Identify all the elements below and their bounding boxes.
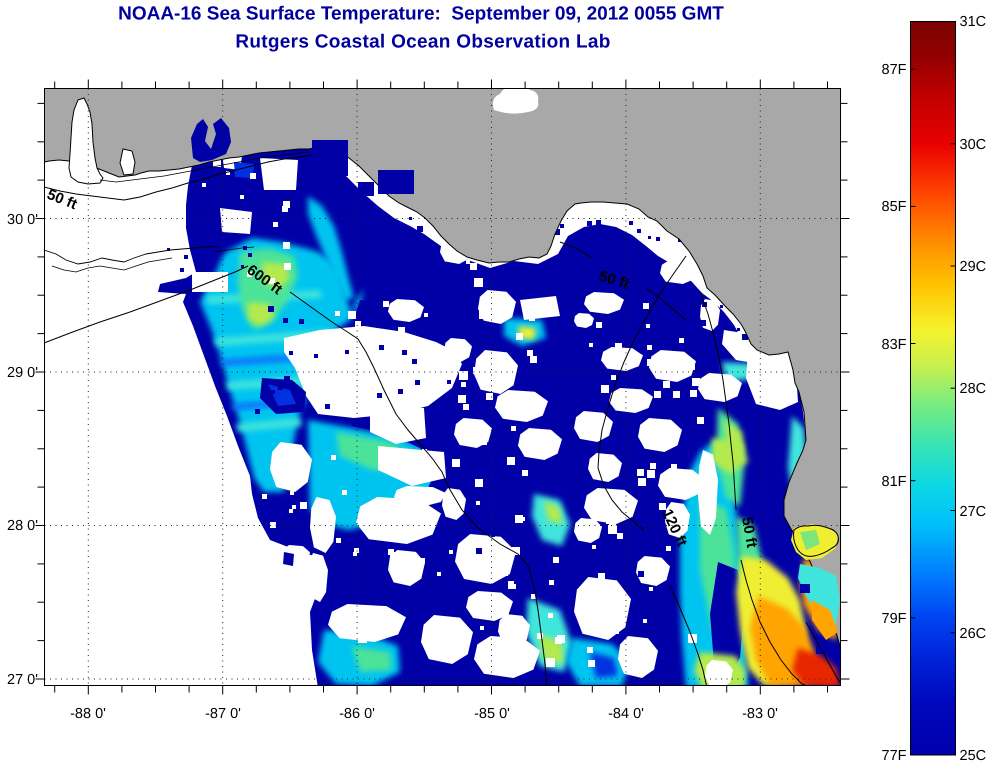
svg-text:77F: 77F (882, 748, 907, 764)
svg-text:83F: 83F (882, 337, 907, 353)
svg-text:-85 0': -85 0' (474, 706, 510, 722)
svg-text:28 0': 28 0' (7, 518, 38, 534)
svg-text:-87 0': -87 0' (205, 706, 241, 722)
svg-text:29 0': 29 0' (7, 365, 38, 381)
svg-text:25C: 25C (960, 748, 987, 764)
svg-text:85F: 85F (882, 199, 907, 215)
svg-text:-88 0': -88 0' (70, 706, 106, 722)
svg-text:29C: 29C (960, 259, 987, 275)
svg-text:Rutgers Coastal Ocean Observat: Rutgers Coastal Ocean Observation Lab (235, 32, 610, 53)
svg-text:81F: 81F (882, 474, 907, 490)
svg-text:31C: 31C (960, 14, 987, 30)
svg-text:-84 0': -84 0' (608, 706, 644, 722)
svg-text:26C: 26C (960, 626, 987, 642)
svg-text:30C: 30C (960, 137, 987, 153)
svg-text:50 ft: 50 ft (738, 516, 760, 549)
svg-text:NOAA-16 Sea Surface Temperatur: NOAA-16 Sea Surface Temperature: Septemb… (118, 4, 724, 25)
svg-text:-83 0': -83 0' (742, 706, 778, 722)
svg-text:87F: 87F (882, 62, 907, 78)
svg-text:30 0': 30 0' (7, 212, 38, 228)
svg-text:27 0': 27 0' (7, 672, 38, 688)
svg-text:27C: 27C (960, 504, 987, 520)
svg-text:79F: 79F (882, 611, 907, 627)
svg-text:28C: 28C (960, 381, 987, 397)
svg-text:-86 0': -86 0' (339, 706, 375, 722)
